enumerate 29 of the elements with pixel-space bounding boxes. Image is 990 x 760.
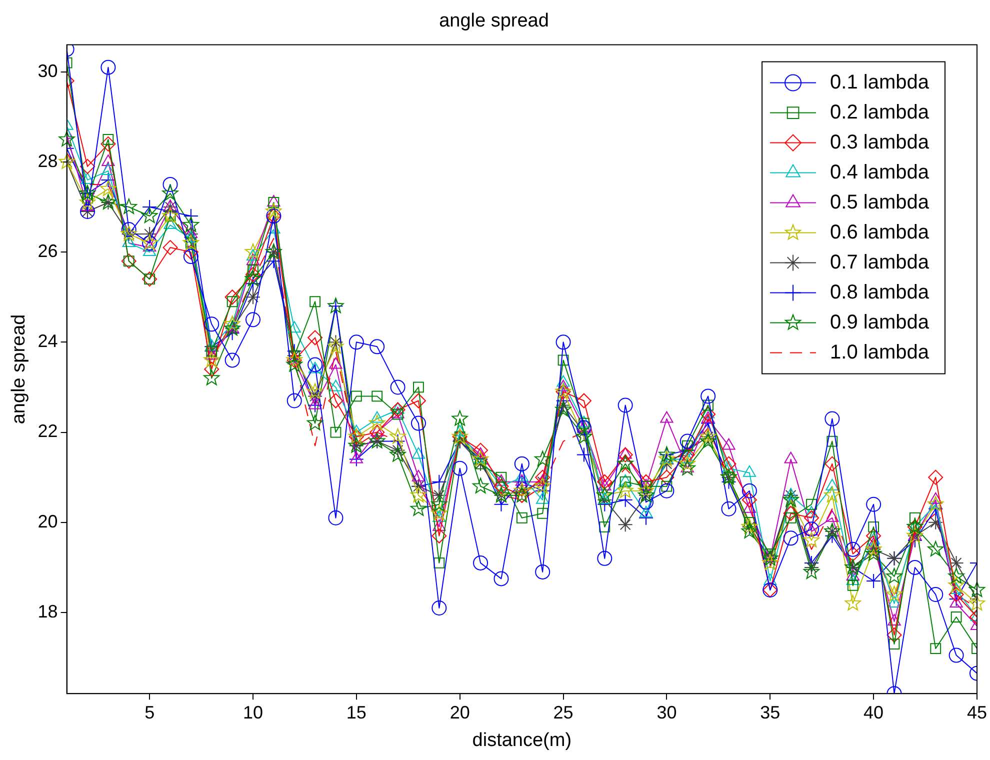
x-tick-label: 15 — [346, 702, 366, 722]
x-tick-label: 25 — [553, 702, 574, 722]
y-tick-label: 28 — [38, 150, 58, 171]
y-tick-label: 30 — [38, 60, 58, 81]
legend-label: 1.0 lambda — [830, 341, 930, 364]
legend-label: 0.2 lambda — [830, 101, 930, 124]
legend-label: 0.9 lambda — [830, 311, 930, 334]
legend-label: 0.8 lambda — [830, 281, 930, 304]
legend-label: 0.6 lambda — [830, 221, 930, 244]
legend-label: 0.7 lambda — [830, 251, 930, 274]
x-tick-label: 20 — [450, 702, 470, 722]
x-tick-label: 10 — [242, 702, 264, 722]
legend-label: 0.1 lambda — [830, 71, 930, 94]
x-tick-label: 45 — [966, 702, 988, 722]
y-tick-label: 22 — [38, 421, 58, 442]
chart-title: angle spread — [439, 10, 549, 32]
x-tick-label: 30 — [656, 702, 677, 722]
legend-label: 0.4 lambda — [830, 161, 930, 184]
x-tick-label: 35 — [760, 702, 780, 722]
y-tick-label: 18 — [38, 601, 58, 622]
x-tick-label: 5 — [144, 702, 155, 722]
y-tick-label: 20 — [38, 511, 58, 532]
y-tick-label: 26 — [38, 241, 58, 262]
legend-label: 0.3 lambda — [830, 131, 930, 154]
x-tick-label: 40 — [864, 702, 884, 722]
x-axis-title: distance(m) — [472, 730, 572, 751]
y-tick-label: 24 — [38, 331, 58, 352]
y-axis-title: angle spread — [8, 314, 30, 424]
legend-label: 0.5 lambda — [830, 191, 930, 214]
